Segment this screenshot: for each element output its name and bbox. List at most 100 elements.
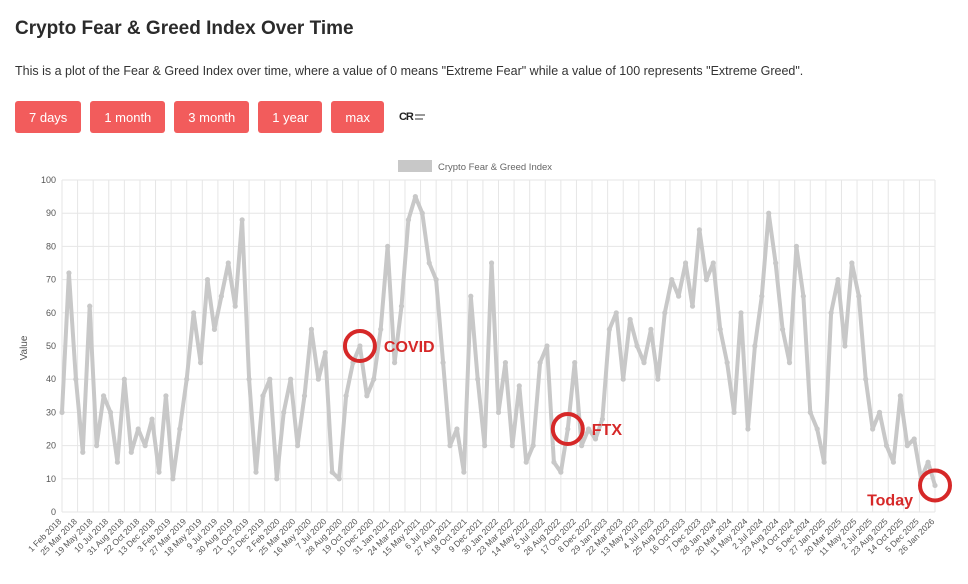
data-point xyxy=(364,393,370,399)
data-point xyxy=(773,260,779,266)
data-point xyxy=(752,343,758,349)
data-point xyxy=(738,310,744,316)
data-point xyxy=(572,360,578,366)
range-1-month-button[interactable]: 1 month xyxy=(90,101,166,133)
annotation-circle xyxy=(342,329,377,363)
y-tick-label: 20 xyxy=(46,441,56,451)
range-max-button[interactable]: max xyxy=(331,101,384,133)
data-point xyxy=(454,426,460,432)
data-point xyxy=(807,409,813,415)
data-point xyxy=(391,360,398,366)
data-point xyxy=(502,360,509,366)
data-point xyxy=(516,383,522,389)
data-point xyxy=(558,469,564,475)
data-point xyxy=(717,326,723,332)
y-axis-label: Value xyxy=(19,335,30,360)
legend-label: Crypto Fear & Greed Index xyxy=(438,162,552,173)
data-point xyxy=(703,277,709,283)
y-tick-label: 30 xyxy=(46,407,56,417)
data-point xyxy=(509,443,515,449)
data-point xyxy=(301,393,308,399)
data-point xyxy=(523,459,529,465)
data-point xyxy=(641,360,647,366)
data-point xyxy=(814,426,820,432)
data-point xyxy=(468,293,474,299)
data-point xyxy=(890,459,897,465)
data-point xyxy=(59,409,65,415)
data-point xyxy=(932,482,938,489)
y-tick-label: 70 xyxy=(46,275,56,285)
data-point xyxy=(343,393,349,399)
data-point xyxy=(779,326,786,332)
data-point xyxy=(710,260,716,266)
data-point xyxy=(669,277,675,283)
data-point xyxy=(696,227,703,233)
data-point xyxy=(440,360,446,366)
source-logo-text-icon xyxy=(414,114,425,120)
data-point xyxy=(294,443,301,449)
data-point xyxy=(87,303,93,309)
data-point xyxy=(530,443,536,449)
data-point xyxy=(662,310,668,316)
data-point xyxy=(648,326,654,332)
data-point xyxy=(676,293,682,299)
source-logo: CR xyxy=(399,111,427,123)
annotation-circle xyxy=(550,412,585,446)
data-point xyxy=(232,303,238,309)
data-point xyxy=(655,376,661,382)
data-point xyxy=(177,426,183,432)
data-point xyxy=(766,210,772,216)
data-point xyxy=(197,360,204,366)
data-point xyxy=(842,343,848,349)
data-point xyxy=(405,217,412,223)
data-point xyxy=(135,426,141,432)
data-point xyxy=(357,343,363,349)
data-point xyxy=(433,277,439,283)
data-point xyxy=(821,459,827,465)
data-point xyxy=(281,409,287,415)
source-logo-mark: CR xyxy=(398,111,414,123)
data-point xyxy=(114,459,121,465)
y-axis-ticks: 0 10 20 30 40 50 60 70 80 90 100 xyxy=(41,175,56,517)
data-point xyxy=(329,469,335,475)
data-point xyxy=(579,443,585,449)
chart-legend: Crypto Fear & Greed Index xyxy=(398,160,552,173)
data-point xyxy=(835,277,841,283)
range-7-days-button[interactable]: 7 days xyxy=(15,101,82,133)
data-point xyxy=(211,326,218,332)
data-point xyxy=(495,409,502,415)
data-point xyxy=(267,376,273,382)
data-point xyxy=(73,376,79,382)
data-point xyxy=(544,343,550,349)
data-point xyxy=(482,443,488,449)
range-1-year-button[interactable]: 1 year xyxy=(258,101,323,133)
data-point xyxy=(246,376,252,382)
data-point xyxy=(398,303,405,309)
annotation-circle xyxy=(918,468,952,503)
data-point xyxy=(385,243,391,249)
data-point xyxy=(870,426,876,432)
y-tick-label: 0 xyxy=(51,507,56,517)
data-point xyxy=(488,260,495,266)
data-point xyxy=(156,469,162,475)
range-3-month-button[interactable]: 3 month xyxy=(174,101,250,133)
data-point xyxy=(537,360,543,366)
data-point xyxy=(620,376,626,382)
range-button-bar: 7 days 1 month 3 month 1 year max CR xyxy=(15,101,427,133)
y-tick-label: 100 xyxy=(41,175,56,185)
data-point xyxy=(828,310,834,316)
data-point xyxy=(565,426,571,432)
data-point xyxy=(634,343,640,349)
legend-swatch xyxy=(398,160,432,172)
data-point xyxy=(904,443,910,449)
y-tick-label: 80 xyxy=(46,241,56,251)
annotation-label: COVID xyxy=(384,339,435,356)
data-point xyxy=(239,217,245,223)
data-point xyxy=(925,459,931,465)
y-tick-label: 60 xyxy=(46,308,56,318)
chart-series xyxy=(59,194,938,489)
data-point xyxy=(308,326,315,332)
data-point xyxy=(94,443,100,449)
data-point xyxy=(128,449,134,455)
